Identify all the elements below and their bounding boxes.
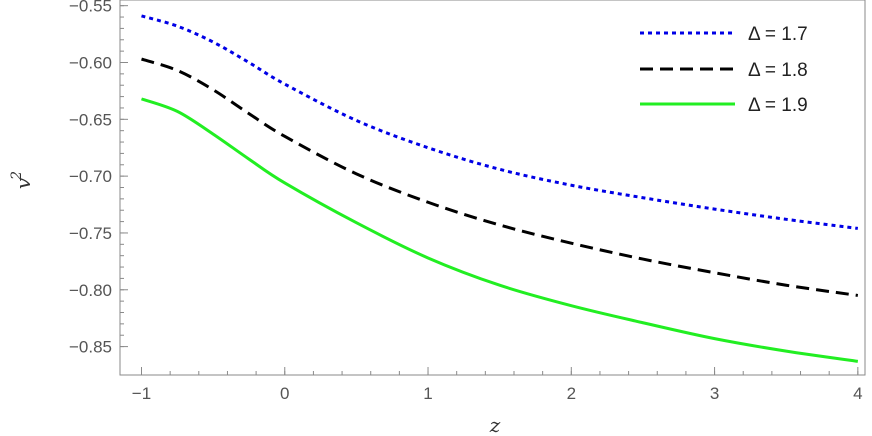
x-tick-label: −1 bbox=[132, 384, 151, 403]
legend-label-1: Δ = 1.7 bbox=[748, 24, 808, 45]
legend: Δ = 1.7 Δ = 1.8 Δ = 1.9 bbox=[640, 24, 808, 116]
x-tick-label: 4 bbox=[853, 384, 862, 403]
series-layer bbox=[140, 14, 859, 363]
x-axis-label: z bbox=[489, 413, 501, 436]
y-axis-label: v2 bbox=[9, 171, 35, 189]
y-tick-label: −0.75 bbox=[69, 224, 112, 243]
y-tick-label: −0.70 bbox=[69, 167, 112, 186]
y-axis-ticks: −0.55 −0.60 −0.65 −0.70 −0.75 −0.80 −0.85 bbox=[69, 0, 128, 357]
y-tick-label: −0.85 bbox=[69, 338, 112, 357]
plot-frame bbox=[119, 0, 866, 376]
series-line-2 bbox=[141, 57, 859, 297]
x-tick-label: 2 bbox=[567, 384, 576, 403]
y-axis-label-superscript: 2 bbox=[9, 171, 25, 181]
svg-text:v2: v2 bbox=[9, 171, 35, 189]
x-tick-label: 3 bbox=[710, 384, 719, 403]
legend-label-3: Δ = 1.9 bbox=[748, 95, 808, 116]
x-tick-label: 0 bbox=[280, 384, 289, 403]
y-tick-label: −0.65 bbox=[69, 110, 112, 129]
series-line-1 bbox=[141, 14, 859, 230]
y-tick-label: −0.55 bbox=[69, 0, 112, 16]
legend-label-2: Δ = 1.8 bbox=[748, 60, 808, 81]
series-line-3 bbox=[140, 97, 859, 363]
y-tick-label: −0.60 bbox=[69, 54, 112, 73]
y-tick-label: −0.80 bbox=[69, 281, 112, 300]
x-tick-label: 1 bbox=[423, 384, 432, 403]
y-axis-label-main: v bbox=[11, 177, 35, 189]
x-axis-ticks: −1 0 1 2 3 4 bbox=[132, 367, 863, 403]
